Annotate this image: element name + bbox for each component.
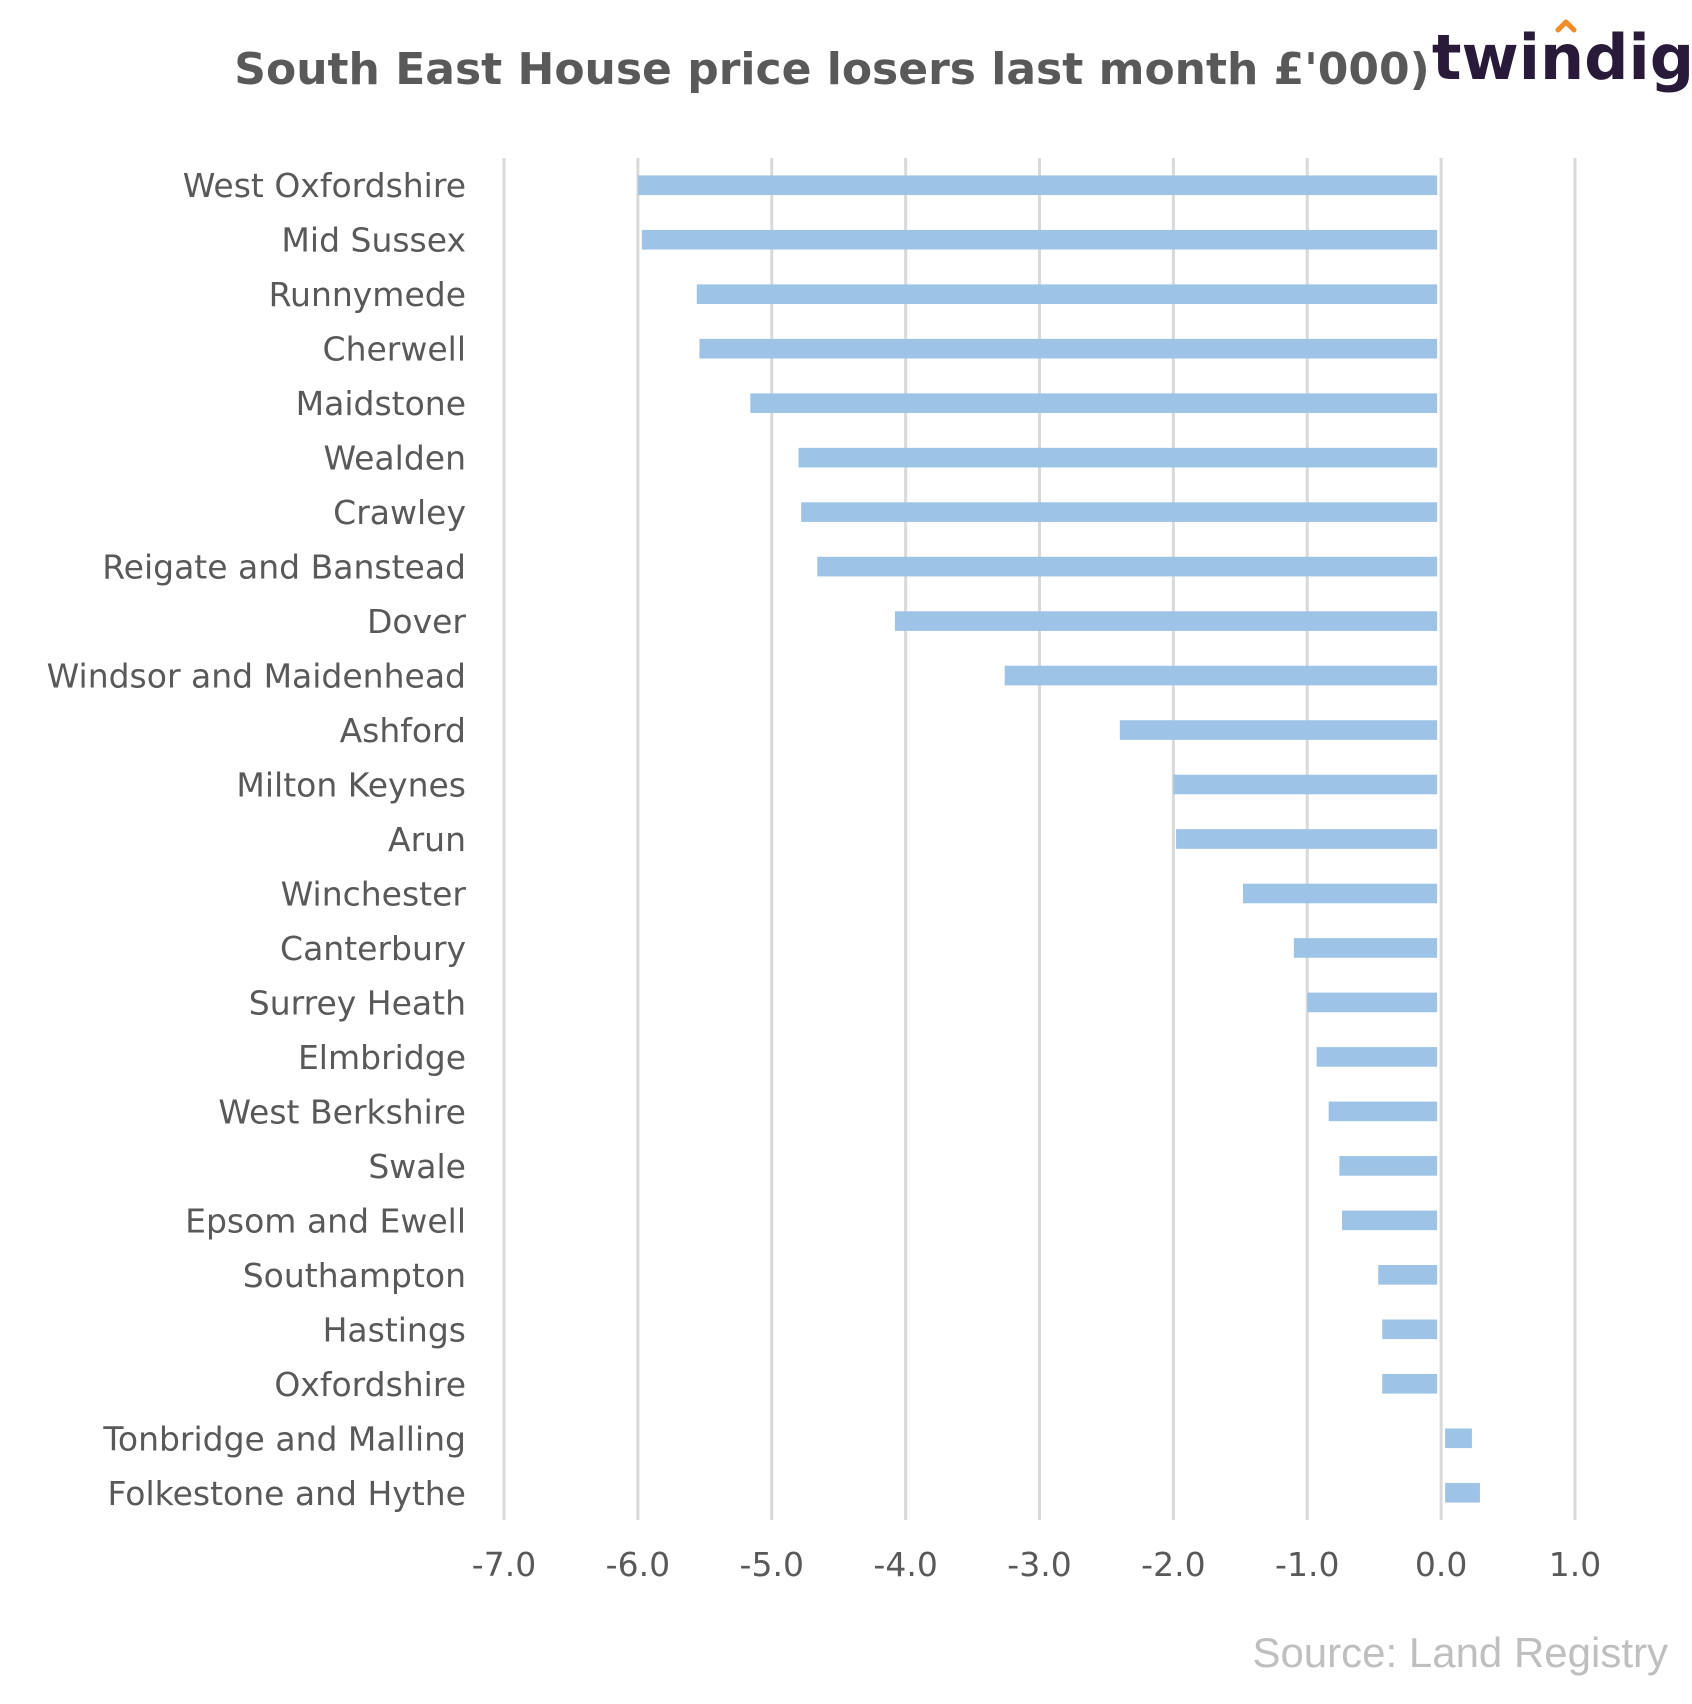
bar [699,338,1438,359]
bar [1307,992,1438,1013]
category-label: Milton Keynes [236,766,466,805]
bar [1293,938,1438,958]
bar [1328,1101,1438,1122]
category-labels: West Oxfordshire Mid Sussex Runnymede Cherw… [47,166,467,1513]
gridlines [502,158,1577,1520]
x-tick-label: 0.0 [1415,1545,1467,1584]
bar [894,611,1438,631]
category-label: Reigate and Banstead [102,548,466,587]
category-label: Swale [368,1147,466,1186]
category-label: Canterbury [280,929,466,968]
category-label: Maidstone [296,384,466,423]
bar [1445,1428,1472,1449]
category-label: West Berkshire [218,1092,466,1131]
bar [798,447,1438,468]
category-label: Surrey Heath [249,983,466,1022]
bar [637,175,1438,196]
category-label: Epsom and Ewell [185,1201,466,1240]
chart-title: South East House price losers last month… [234,44,1429,95]
bar [801,502,1438,522]
bar [1378,1265,1438,1285]
category-label: Ashford [340,711,466,750]
twindig-logo: twindig [1432,19,1692,94]
category-label: Arun [388,820,466,859]
x-tick-label: -6.0 [606,1545,670,1584]
category-label: Runnymede [269,275,466,314]
x-axis-ticks: -7.0 -6.0 -5.0 -4.0 -3.0 -2.0 -1.0 0.0 1.0 [472,1545,1601,1584]
x-tick-label: -3.0 [1007,1545,1071,1584]
category-label: Elmbridge [298,1038,466,1077]
category-label: Wealden [323,439,466,478]
category-label: Dover [367,602,466,641]
bar [750,393,1438,413]
bar [1316,1047,1438,1067]
x-tick-label: -2.0 [1141,1545,1205,1584]
source-note: Source: Land Registry [1252,1629,1668,1676]
logo-text: twindig [1432,21,1692,94]
category-label: Southampton [243,1256,466,1295]
bar [1339,1156,1438,1176]
bar [1004,665,1438,686]
category-label: Cherwell [323,330,466,369]
bar [696,284,1438,305]
category-label: Oxfordshire [274,1365,466,1404]
category-label: Crawley [333,493,466,532]
bar [1119,720,1438,740]
category-label: Windsor and Maidenhead [47,657,466,696]
bars [637,175,1480,1503]
category-label: Hastings [323,1310,466,1349]
bar [1445,1482,1480,1503]
x-tick-label: -1.0 [1275,1545,1339,1584]
bar [1176,829,1438,849]
category-label: Winchester [281,874,467,913]
category-label: Tonbridge and Malling [102,1419,466,1458]
category-label: Mid Sussex [281,221,466,260]
bar [1242,883,1438,904]
x-tick-label: -5.0 [740,1545,804,1584]
bar [817,556,1438,577]
bar [641,229,1438,250]
x-tick-label: 1.0 [1549,1545,1601,1584]
bar [1382,1319,1438,1340]
logo-roof-icon [1555,19,1577,33]
bar [1382,1373,1438,1394]
bar [1342,1210,1438,1231]
category-label: Folkestone and Hythe [107,1474,466,1513]
x-tick-label: -7.0 [472,1545,536,1584]
category-label: West Oxfordshire [183,166,466,205]
bar [1173,774,1438,795]
x-tick-label: -4.0 [873,1545,937,1584]
